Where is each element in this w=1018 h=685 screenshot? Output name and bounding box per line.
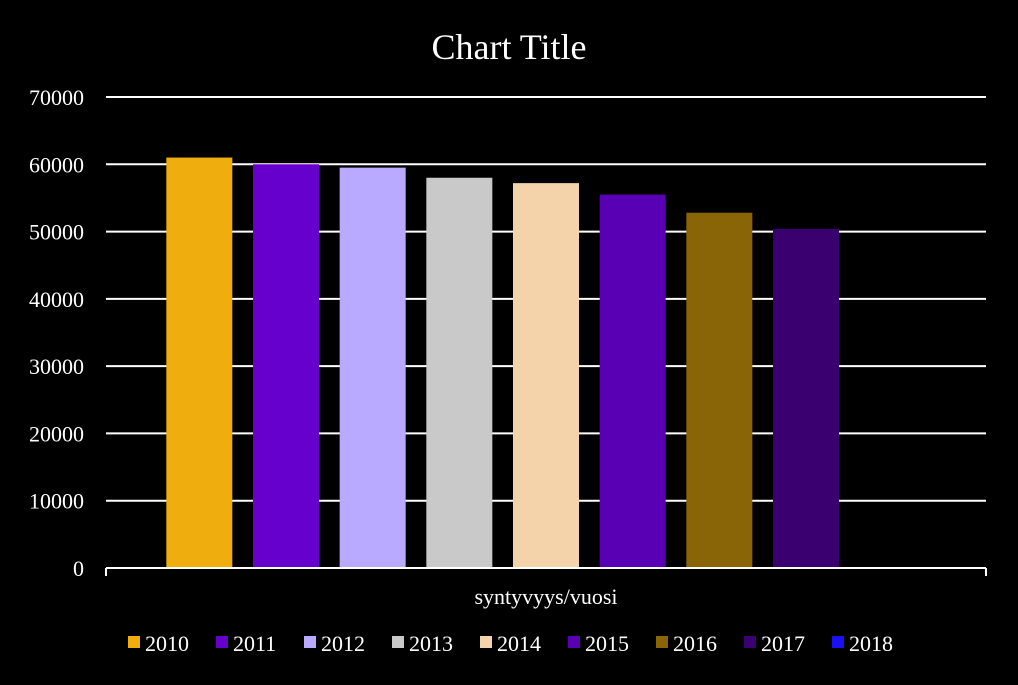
- legend-swatch-2016: [656, 636, 668, 648]
- bar-2013: [426, 177, 493, 568]
- bar-2010: [166, 157, 233, 569]
- y-axis-ticks: 0 10000 20000 30000 40000 50000 60000 70000: [29, 85, 84, 581]
- bar-2011: [253, 164, 319, 569]
- legend-label-2015: 2015: [585, 631, 629, 656]
- y-tick-label-4: 40000: [29, 287, 84, 312]
- y-tick-label-6: 60000: [29, 152, 84, 177]
- legend-label-2011: 2011: [233, 631, 276, 656]
- legend-label-2013: 2013: [409, 631, 453, 656]
- y-tick-label-5: 50000: [29, 220, 84, 245]
- legend-swatch-2012: [304, 636, 316, 648]
- bar-2015: [599, 194, 666, 569]
- legend-swatch-2011: [216, 636, 228, 648]
- bar-2017: [773, 228, 839, 568]
- y-tick-label-2: 20000: [29, 421, 84, 446]
- legend-label-2012: 2012: [321, 631, 365, 656]
- legend-swatch-2010: [128, 636, 140, 648]
- legend-label-2018: 2018: [849, 631, 893, 656]
- category-label: syntyvyys/vuosi: [474, 584, 617, 609]
- legend-swatch-2015: [568, 636, 580, 648]
- y-tick-label-0: 0: [73, 556, 84, 581]
- y-tick-label-7: 70000: [29, 85, 84, 110]
- y-tick-label-1: 10000: [29, 489, 84, 514]
- bar-2012: [339, 167, 406, 568]
- y-tick-label-3: 30000: [29, 354, 84, 379]
- legend-label-2010: 2010: [145, 631, 189, 656]
- legend-swatch-2018: [832, 636, 844, 648]
- legend-label-2016: 2016: [673, 631, 717, 656]
- bars: [166, 157, 839, 569]
- legend-swatch-2017: [744, 636, 756, 648]
- legend-label-2017: 2017: [761, 631, 805, 656]
- legend: 2010 2011 2012 2013 2014 2015 2016 2017 2018: [128, 631, 893, 656]
- bar-2016: [686, 212, 753, 568]
- legend-swatch-2013: [392, 636, 404, 648]
- bar-2014: [513, 183, 579, 568]
- legend-swatch-2014: [480, 636, 492, 648]
- chart-title: Chart Title: [431, 27, 587, 67]
- legend-label-2014: 2014: [497, 631, 541, 656]
